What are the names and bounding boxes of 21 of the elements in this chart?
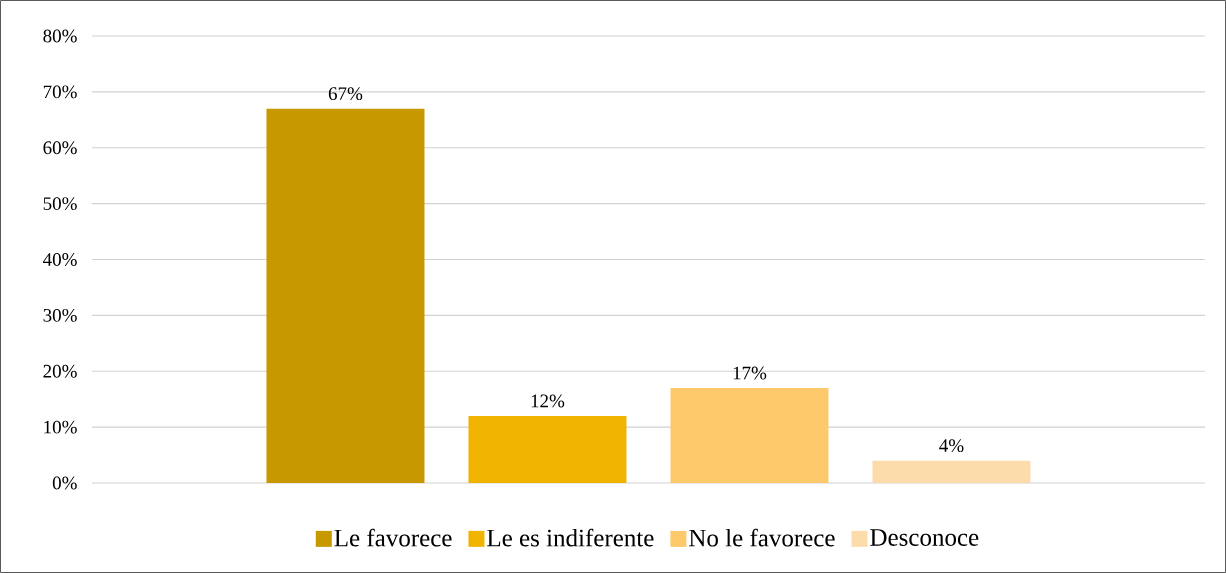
y-tick-label: 20% [43, 364, 77, 378]
legend-label: Le favorece [334, 528, 452, 547]
bar [670, 388, 829, 483]
data-label: 12% [531, 394, 565, 408]
y-tick-label: 50% [43, 197, 77, 211]
data-label: 4% [939, 439, 964, 453]
y-tick-label: 70% [43, 85, 77, 99]
y-tick-label: 80% [43, 29, 77, 43]
bar [872, 460, 1031, 483]
data-label: 67% [328, 87, 363, 101]
y-tick-label: 10% [44, 420, 77, 434]
legend-label: Desconoce [870, 529, 979, 546]
data-label: 17% [733, 366, 767, 380]
y-tick-label: 40% [43, 253, 77, 266]
bar [266, 108, 425, 483]
y-tick-label: 60% [43, 141, 77, 155]
y-tick-label: 30% [43, 308, 77, 322]
bar [468, 415, 627, 483]
y-tick-label: 0% [52, 476, 77, 490]
legend-label: No le favorece [689, 528, 835, 547]
legend-label: Le es indiferente [487, 528, 654, 547]
